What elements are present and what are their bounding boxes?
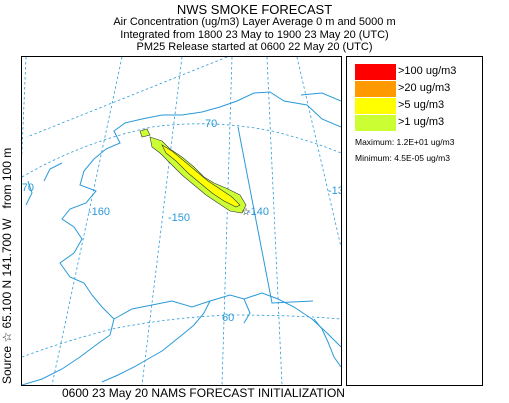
legend-label: >1 ug/m3 bbox=[398, 116, 445, 128]
source-marker: ☆ bbox=[242, 207, 251, 218]
legend-label: >20 ug/m3 bbox=[398, 82, 451, 94]
integration-period: Integrated from 1800 23 May to 1900 23 M… bbox=[120, 29, 389, 41]
lon-label-160: -160 bbox=[88, 206, 110, 218]
graticule-lon-140 bbox=[266, 56, 283, 386]
lon-label-130: -130 bbox=[328, 185, 341, 197]
maximum-value: Maximum: 1.2E+01 ug/m3 bbox=[355, 137, 455, 147]
alaska-west-coast bbox=[21, 91, 342, 386]
legend-swatch-red bbox=[355, 64, 396, 80]
coastline bbox=[21, 91, 342, 386]
smoke-plume bbox=[139, 128, 247, 214]
lat-label-60: 60 bbox=[222, 312, 234, 324]
concentration-grid-boundary bbox=[237, 126, 314, 304]
lon-label-150: -150 bbox=[168, 212, 190, 224]
graticule-lon-170 bbox=[51, 56, 123, 386]
graticule-lon-west bbox=[11, 56, 27, 386]
forecast-title: NWS SMOKE FORECAST bbox=[176, 2, 333, 17]
source-location-label: Source ☆ 65.100 N 141.700 W from 100 m bbox=[0, 54, 14, 384]
release-info: PM25 Release started at 0600 22 May 20 (… bbox=[136, 41, 373, 53]
legend-panel: >100 ug/m3 >20 ug/m3 >5 ug/m3 >1 ug/m3 M… bbox=[346, 56, 483, 386]
legend-swatch-yellow bbox=[355, 98, 396, 114]
graticule-lon-160 bbox=[141, 56, 183, 386]
alaska-map: ☆ 70 60 -170 -160 -150 -140 -130 bbox=[11, 56, 350, 386]
source-coordinates: Source ☆ 65.100 N 141.700 W bbox=[0, 218, 14, 384]
graticule-lon-130 bbox=[296, 56, 342, 248]
siberia-coast bbox=[25, 180, 33, 206]
panhandle-coast bbox=[313, 318, 342, 368]
graticule-lat-70 bbox=[21, 123, 342, 178]
graticule-diag bbox=[26, 56, 228, 138]
release-height: from 100 m bbox=[0, 147, 14, 209]
minimum-value: Minimum: 4.5E-05 ug/m3 bbox=[355, 153, 450, 163]
plume-inner-contour bbox=[161, 144, 241, 208]
seward-peninsula-tip bbox=[43, 162, 63, 182]
alaska-south-coast bbox=[113, 292, 342, 348]
lon-label-140: -140 bbox=[247, 206, 269, 218]
map-panel: ☆ 70 60 -170 -160 -150 -140 -130 bbox=[11, 56, 350, 386]
graticule-lat-60 bbox=[21, 314, 342, 358]
legend-label: >100 ug/m3 bbox=[398, 65, 457, 77]
plume-fragment bbox=[139, 128, 151, 138]
legend-swatch-orange bbox=[355, 81, 396, 97]
lat-label-70: 70 bbox=[205, 118, 217, 130]
map-labels: 70 60 -170 -160 -150 -140 -130 bbox=[12, 118, 350, 324]
graticule bbox=[11, 56, 342, 386]
legend-swatch-green bbox=[355, 115, 396, 131]
legend-label: >5 ug/m3 bbox=[398, 99, 445, 111]
concentration-subtitle: Air Concentration (ug/m3) Layer Average … bbox=[113, 16, 396, 28]
lon-label-170: -170 bbox=[22, 182, 34, 194]
kenai-peninsula bbox=[243, 298, 251, 324]
arctic-coast-east bbox=[300, 92, 342, 102]
alaska-peninsula bbox=[101, 300, 211, 383]
forecast-initialization: 0600 23 May 20 NAMS FORECAST INITIALIZAT… bbox=[62, 386, 345, 400]
